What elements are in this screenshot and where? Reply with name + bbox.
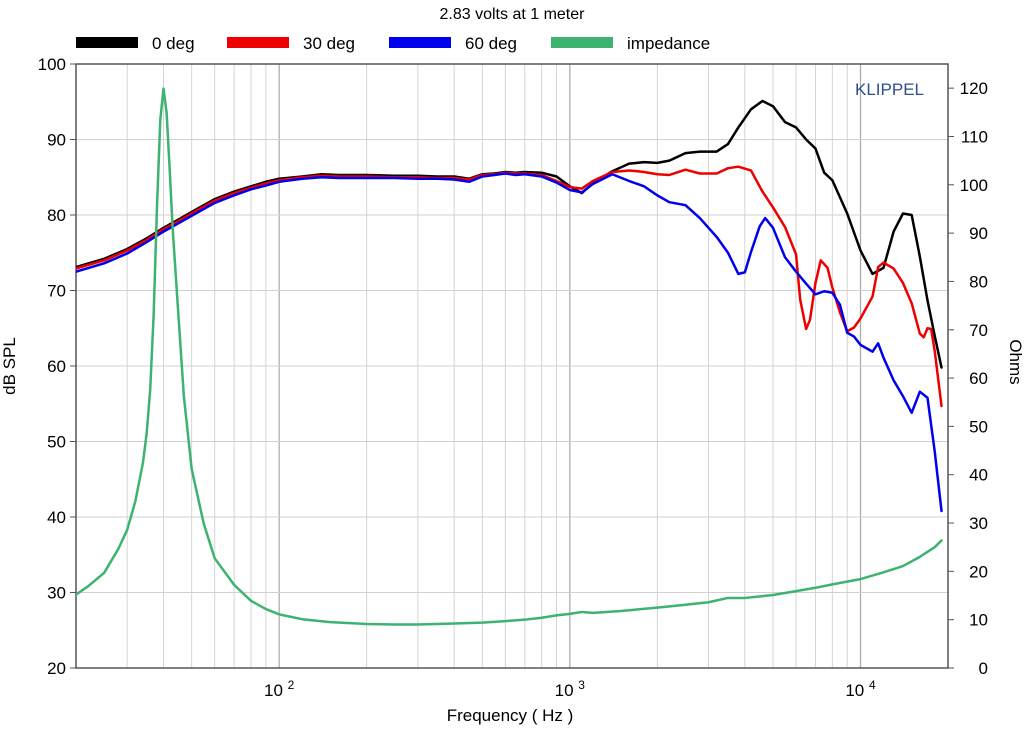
right-tick-label: 120 (960, 79, 988, 98)
x-axis-label: Frequency ( Hz ) (447, 706, 574, 725)
left-tick-label: 60 (47, 357, 66, 376)
left-tick-label: 20 (47, 659, 66, 678)
left-tick-label: 100 (38, 55, 66, 74)
legend-label-0-deg: 0 deg (152, 34, 195, 53)
right-tick-label: 110 (961, 127, 988, 146)
right-tick-label: 10 (969, 611, 988, 630)
x-tick-base: 10 (264, 681, 288, 700)
right-tick-label: 100 (960, 176, 988, 195)
right-axis-ticks: 0 10 20 30 40 50 60 70 80 90 100 110 120 (948, 79, 988, 678)
legend-swatch-60-deg (389, 37, 451, 48)
legend-label-60-deg: 60 deg (465, 34, 517, 53)
x-axis-ticks: 10 2 10 3 10 4 (264, 678, 876, 700)
right-tick-label: 60 (969, 369, 988, 388)
legend-swatch-30-deg (227, 37, 289, 48)
legend-swatch-0-deg (76, 37, 138, 48)
right-tick-label: 80 (969, 272, 988, 291)
y-axis-label: dB SPL (0, 337, 19, 395)
left-tick-label: 40 (47, 508, 66, 527)
legend-swatch-impedance (551, 37, 613, 48)
legend: 0 deg 30 deg 60 deg impedance (76, 34, 710, 53)
x-tick-base: 10 (845, 681, 869, 700)
right-tick-label: 40 (969, 466, 988, 485)
series-line-60-deg (76, 172, 943, 513)
chart-title: 2.83 volts at 1 meter (440, 6, 586, 23)
right-tick-label: 70 (969, 321, 988, 340)
y2-axis-label: Ohms (1006, 339, 1024, 384)
right-tick-label: 0 (979, 659, 988, 678)
right-tick-label: 50 (969, 417, 988, 436)
legend-label-30-deg: 30 deg (303, 34, 355, 53)
legend-label-impedance: impedance (627, 34, 710, 53)
left-tick-label: 50 (47, 433, 66, 452)
left-tick-label: 90 (47, 131, 66, 150)
watermark: KLIPPEL (855, 80, 924, 99)
x-tick-exponent: 4 (869, 678, 876, 692)
series-line-impedance (76, 87, 943, 626)
left-tick-label: 30 (47, 584, 66, 603)
x-tick-exponent: 3 (578, 678, 585, 692)
x-tick-label: 10 2 (264, 678, 295, 700)
left-tick-label: 80 (47, 206, 66, 225)
series-line-30-deg (76, 165, 943, 408)
x-tick-label: 10 3 (555, 678, 586, 700)
right-tick-label: 30 (969, 514, 988, 533)
right-tick-label: 20 (969, 562, 988, 581)
right-tick-label: 90 (969, 224, 988, 243)
x-tick-base: 10 (555, 681, 579, 700)
x-tick-exponent: 2 (288, 678, 295, 692)
left-tick-label: 70 (47, 282, 66, 301)
left-axis-ticks: 20 30 40 50 60 70 80 90 100 (38, 55, 76, 678)
x-tick-label: 10 4 (845, 678, 876, 700)
series-lines (76, 87, 943, 626)
